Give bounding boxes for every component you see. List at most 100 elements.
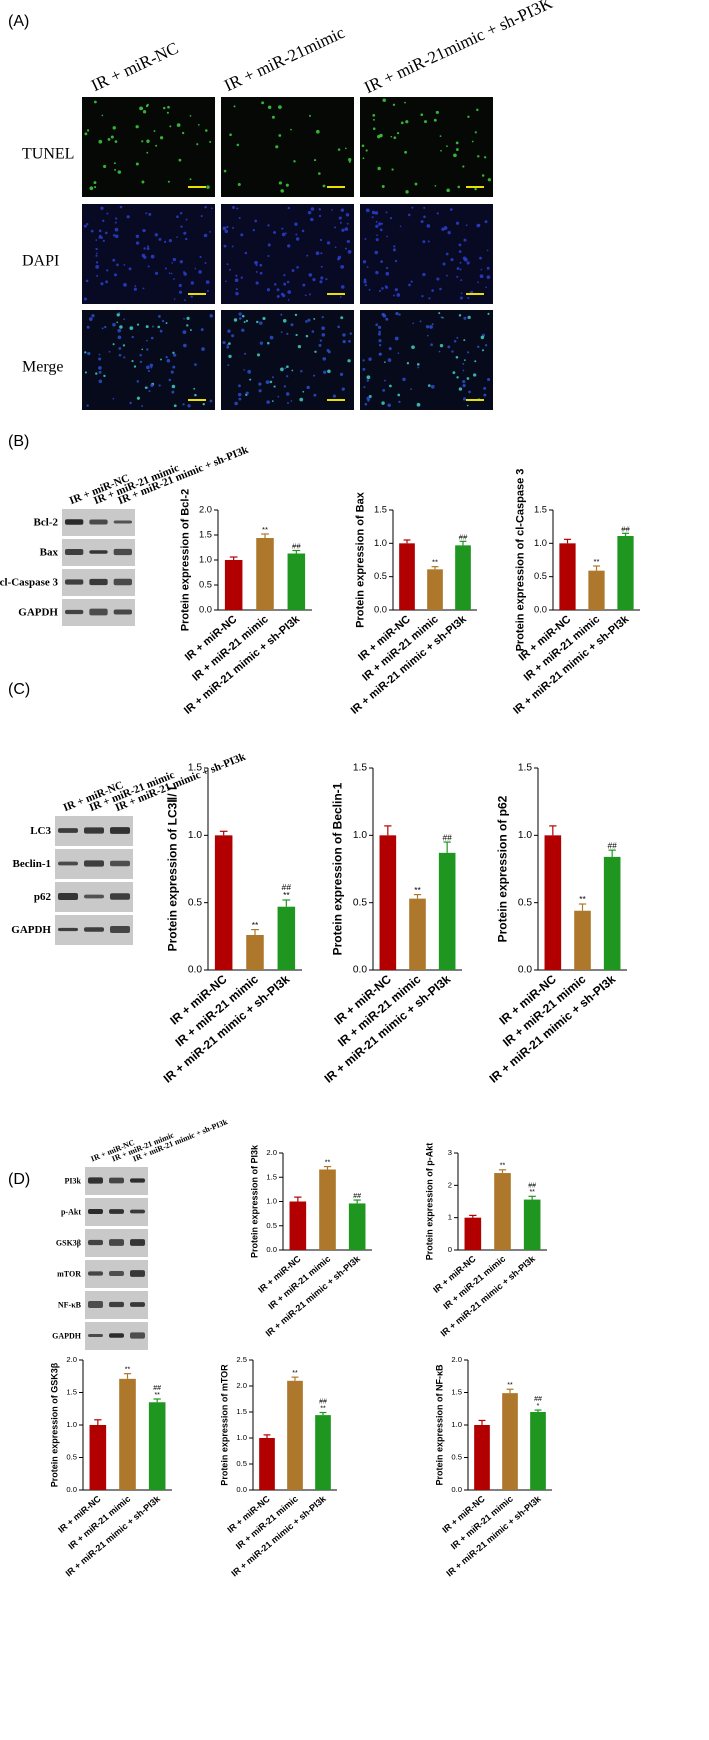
cell-dot xyxy=(314,350,317,354)
cell-dot xyxy=(442,262,446,266)
bar xyxy=(246,934,264,970)
blot-band xyxy=(110,926,130,933)
blot-band xyxy=(84,827,104,834)
significance-mark: ## xyxy=(282,882,292,892)
cell-dot xyxy=(206,289,210,293)
cell-dot xyxy=(95,261,99,264)
cell-dot xyxy=(341,228,345,232)
cell-dot xyxy=(419,320,422,323)
y-tick-label: 1.5 xyxy=(353,763,367,774)
scale-bar xyxy=(188,293,206,295)
significance-mark: ## xyxy=(292,542,301,551)
cell-dot xyxy=(364,402,368,406)
cell-dot xyxy=(171,262,174,264)
y-tick-label: 1.0 xyxy=(266,1197,277,1206)
cell-dot xyxy=(406,362,410,365)
cell-dot xyxy=(344,227,349,231)
cell-dot xyxy=(228,342,231,345)
significance-mark: ** xyxy=(252,920,259,930)
cell-dot xyxy=(95,372,98,375)
cell-dot xyxy=(427,240,430,243)
cell-dot xyxy=(166,358,171,363)
y-tick-label: 1.5 xyxy=(66,1388,77,1397)
cell-dot xyxy=(95,239,98,242)
cell-dot xyxy=(374,250,379,255)
cell-dot xyxy=(114,221,117,224)
cell-dot xyxy=(197,124,200,126)
cell-dot xyxy=(98,370,102,374)
cell-dot xyxy=(129,401,132,405)
significance-mark: ** xyxy=(507,1382,513,1389)
cell-dot xyxy=(228,354,232,359)
cell-dot xyxy=(362,260,367,264)
cell-dot xyxy=(456,148,459,151)
cell-dot xyxy=(201,347,205,351)
blot-band xyxy=(84,894,104,899)
blot-band xyxy=(89,519,108,525)
blot-band xyxy=(88,1333,103,1338)
y-axis-title: Protein expression of Bax xyxy=(355,491,367,628)
cell-dot xyxy=(387,358,392,362)
cell-dot xyxy=(453,153,457,158)
cell-dot xyxy=(176,215,179,219)
cell-dot xyxy=(238,397,242,401)
bar xyxy=(427,569,443,610)
cell-dot xyxy=(287,206,290,210)
y-axis-title: Protein expression of PI3k xyxy=(249,1144,259,1258)
significance-mark: ** xyxy=(432,558,438,567)
y-axis-title: Protein expression of mTOR xyxy=(219,1364,229,1486)
cell-dot xyxy=(262,316,266,321)
cell-dot xyxy=(337,148,341,151)
cell-dot xyxy=(129,326,134,331)
cell-dot xyxy=(278,105,282,109)
y-tick-label: 0.0 xyxy=(188,965,202,976)
cell-dot xyxy=(259,341,264,345)
cell-dot xyxy=(374,211,379,215)
cell-dot xyxy=(146,339,148,342)
cell-dot xyxy=(344,247,347,250)
cell-dot xyxy=(183,231,187,235)
cell-dot xyxy=(411,345,415,350)
error-bar xyxy=(291,1376,299,1381)
cell-dot xyxy=(168,238,172,243)
cell-dot xyxy=(443,226,448,230)
y-tick-label: 0.0 xyxy=(266,1245,277,1254)
cell-dot xyxy=(190,281,195,285)
cell-dot xyxy=(146,247,150,251)
cell-dot xyxy=(150,336,154,340)
cell-dot xyxy=(478,224,481,227)
cell-dot xyxy=(107,138,111,141)
significance-mark: ## xyxy=(353,1193,361,1200)
scale-bar xyxy=(327,399,345,401)
cell-dot xyxy=(431,323,434,326)
cell-dot xyxy=(243,320,246,324)
cell-dot xyxy=(228,268,232,271)
cell-dot xyxy=(143,255,147,259)
cell-dot xyxy=(487,377,491,382)
cell-dot xyxy=(269,380,273,384)
cell-dot xyxy=(366,375,371,380)
cell-dot xyxy=(474,187,477,191)
cell-dot xyxy=(128,267,132,271)
significance-mark: ## xyxy=(621,524,630,533)
cell-dot xyxy=(485,286,487,289)
cell-dot xyxy=(322,357,327,361)
cell-dot xyxy=(395,312,399,316)
cell-dot xyxy=(302,283,306,287)
bar xyxy=(617,536,634,610)
cell-dot xyxy=(468,390,471,394)
cell-dot xyxy=(422,272,426,277)
cell-dot xyxy=(398,400,401,404)
cell-dot xyxy=(456,376,459,379)
cell-dot xyxy=(459,261,462,264)
cell-dot xyxy=(285,183,289,187)
cell-dot xyxy=(319,238,323,242)
cell-dot xyxy=(464,359,466,362)
y-tick-label: 0.5 xyxy=(199,579,212,589)
bar xyxy=(502,1393,518,1490)
bar xyxy=(574,910,591,970)
cell-dot xyxy=(282,318,287,323)
bar xyxy=(379,835,397,970)
cell-dot xyxy=(123,318,125,321)
